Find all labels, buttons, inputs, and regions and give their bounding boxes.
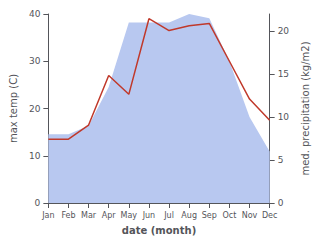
svg-text:Aug: Aug	[181, 211, 197, 220]
svg-text:date (month): date (month)	[122, 225, 196, 236]
svg-text:max temp (C): max temp (C)	[8, 74, 19, 143]
svg-text:5: 5	[278, 155, 284, 165]
svg-text:med. precipitation (kg/m2): med. precipitation (kg/m2)	[300, 41, 311, 175]
svg-text:Feb: Feb	[61, 211, 75, 220]
svg-text:Jul: Jul	[163, 211, 174, 220]
svg-text:20: 20	[278, 26, 290, 36]
svg-text:0: 0	[35, 198, 41, 208]
svg-text:Apr: Apr	[102, 211, 117, 220]
svg-text:Oct: Oct	[222, 211, 236, 220]
svg-text:20: 20	[29, 104, 41, 114]
svg-text:Sep: Sep	[202, 211, 217, 220]
svg-text:40: 40	[29, 9, 41, 19]
svg-text:Jan: Jan	[41, 211, 54, 220]
svg-text:Jun: Jun	[142, 211, 156, 220]
svg-text:10: 10	[29, 151, 41, 161]
svg-text:Nov: Nov	[242, 211, 258, 220]
svg-text:15: 15	[278, 69, 289, 79]
svg-text:30: 30	[29, 56, 41, 66]
svg-text:May: May	[121, 211, 138, 220]
svg-text:0: 0	[278, 198, 284, 208]
svg-text:Dec: Dec	[262, 211, 277, 220]
svg-text:Mar: Mar	[81, 211, 97, 220]
svg-text:10: 10	[278, 112, 290, 122]
